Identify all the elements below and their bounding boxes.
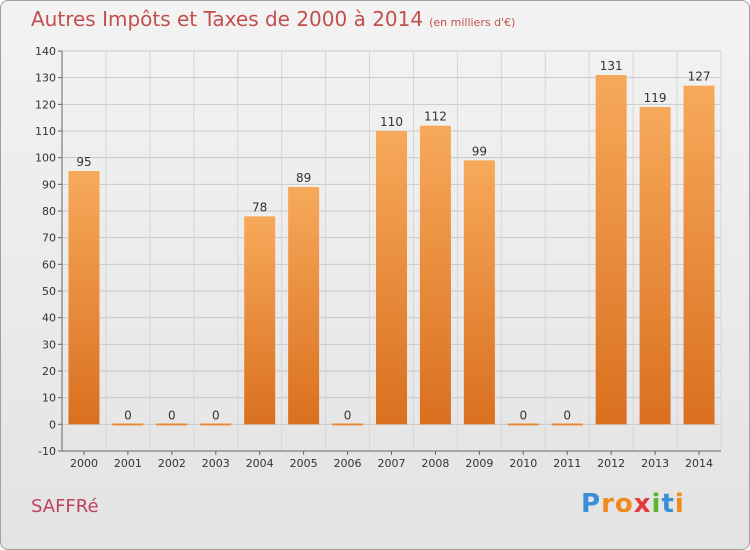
bar-2012[interactable] bbox=[595, 75, 627, 425]
value-label-2004: 78 bbox=[252, 200, 267, 214]
logo-letter: i bbox=[674, 489, 685, 519]
bar-2002[interactable] bbox=[156, 423, 188, 426]
x-tick-label-2011: 2011 bbox=[553, 457, 581, 470]
logo-letter: t bbox=[661, 489, 675, 519]
y-tick-label: 80 bbox=[42, 205, 56, 218]
value-label-2003: 0 bbox=[212, 408, 220, 422]
logo-letter: r bbox=[601, 489, 615, 519]
bar-2007[interactable] bbox=[376, 131, 407, 425]
x-tick-label-2000: 2000 bbox=[70, 457, 98, 470]
y-tick-label: 130 bbox=[35, 72, 56, 85]
x-tick-label-2002: 2002 bbox=[158, 457, 186, 470]
x-tick-label-2005: 2005 bbox=[290, 457, 318, 470]
value-label-2007: 110 bbox=[380, 115, 403, 129]
x-tick-label-2007: 2007 bbox=[378, 457, 406, 470]
bar-2003[interactable] bbox=[200, 423, 232, 426]
y-tick-label: 60 bbox=[42, 258, 56, 271]
y-tick-label: 50 bbox=[42, 285, 56, 298]
chart-title: Autres Impôts et Taxes de 2000 à 2014 (en… bbox=[31, 7, 515, 31]
bar-2011[interactable] bbox=[551, 423, 583, 426]
x-tick-label-2009: 2009 bbox=[465, 457, 493, 470]
value-label-2013: 119 bbox=[644, 91, 667, 105]
x-tick-label-2003: 2003 bbox=[202, 457, 230, 470]
bar-2000[interactable] bbox=[68, 171, 100, 425]
x-tick-label-2013: 2013 bbox=[641, 457, 669, 470]
commune-name: SAFFRé bbox=[31, 496, 99, 517]
x-tick-label-2010: 2010 bbox=[509, 457, 537, 470]
logo-letter: P bbox=[581, 489, 602, 519]
logo-letter: o bbox=[614, 489, 634, 519]
value-label-2011: 0 bbox=[563, 408, 571, 422]
value-label-2005: 89 bbox=[296, 171, 311, 185]
value-label-2009: 99 bbox=[472, 144, 487, 158]
axes: -10 0 10 20 30 40 50 60 70 80 90 100 110 120 130 140 200… bbox=[35, 45, 721, 470]
y-tick-label: -10 bbox=[38, 445, 56, 458]
bar-2006[interactable] bbox=[332, 423, 364, 426]
logo-letter: i bbox=[651, 489, 662, 519]
value-label-2012: 131 bbox=[600, 59, 623, 73]
chart-unit-label: (en milliers d'€) bbox=[429, 16, 516, 29]
value-labels: 95 0 0 0 78 89 0 110 112 99 0 0 131 119 127 bbox=[76, 59, 710, 422]
bars bbox=[68, 75, 715, 426]
y-tick-label: 10 bbox=[42, 392, 56, 405]
y-tick-label: 20 bbox=[42, 365, 56, 378]
value-label-2006: 0 bbox=[344, 408, 352, 422]
bar-2005[interactable] bbox=[288, 187, 320, 425]
x-tick-label-2012: 2012 bbox=[597, 457, 625, 470]
y-tick-label: 110 bbox=[35, 125, 56, 138]
x-tick-label-2006: 2006 bbox=[334, 457, 362, 470]
y-tick-label: 140 bbox=[35, 45, 56, 58]
y-tick-label: 30 bbox=[42, 338, 56, 351]
bar-2013[interactable] bbox=[639, 107, 671, 425]
value-label-2002: 0 bbox=[168, 408, 176, 422]
value-label-2001: 0 bbox=[124, 408, 132, 422]
chart-title-text: Autres Impôts et Taxes de 2000 à 2014 bbox=[31, 7, 424, 31]
y-tick-label: 70 bbox=[42, 232, 56, 245]
value-label-2014: 127 bbox=[688, 70, 711, 84]
y-tick-label: 100 bbox=[35, 152, 56, 165]
y-tick-label: 90 bbox=[42, 178, 56, 191]
bar-2010[interactable] bbox=[507, 423, 539, 426]
y-tick-label: 0 bbox=[49, 418, 56, 431]
value-label-2008: 112 bbox=[424, 110, 447, 124]
bar-2004[interactable] bbox=[244, 216, 276, 425]
x-tick-label-2014: 2014 bbox=[685, 457, 713, 470]
x-tick-label-2004: 2004 bbox=[246, 457, 274, 470]
logo-letter: x bbox=[633, 489, 652, 519]
bar-2001[interactable] bbox=[112, 423, 144, 426]
y-tick-label: 40 bbox=[42, 312, 56, 325]
bar-2009[interactable] bbox=[463, 160, 495, 425]
x-tick-label-2001: 2001 bbox=[114, 457, 142, 470]
x-tick-label-2008: 2008 bbox=[421, 457, 449, 470]
bar-2014[interactable] bbox=[683, 85, 715, 425]
value-label-2000: 95 bbox=[76, 155, 91, 169]
proxiti-logo[interactable]: Proxiti bbox=[581, 489, 685, 519]
y-tick-label: 120 bbox=[35, 98, 56, 111]
value-label-2010: 0 bbox=[519, 408, 527, 422]
bar-2008[interactable] bbox=[419, 125, 451, 425]
